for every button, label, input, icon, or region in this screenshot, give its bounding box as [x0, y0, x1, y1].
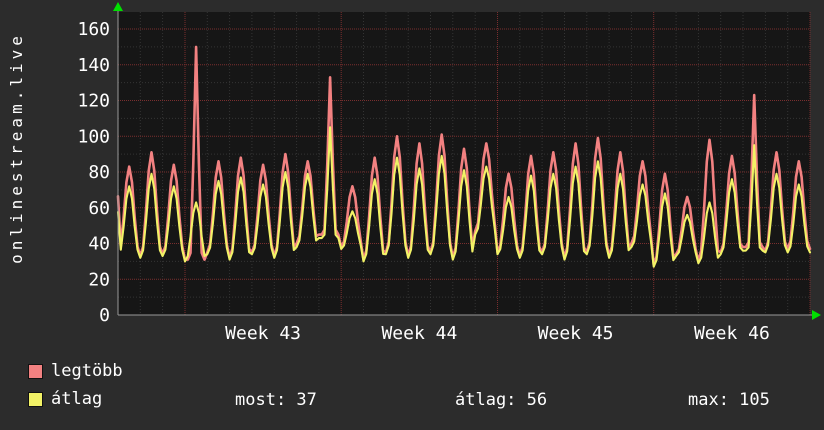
legend-swatch-max	[29, 364, 42, 378]
axis-arrow-right-icon	[812, 310, 821, 320]
stat-most: most: 37	[235, 390, 317, 410]
legend-item-avg: átlag	[29, 390, 102, 408]
y-axis-tick-label: 120	[77, 91, 110, 112]
stat-max: max: 105	[688, 390, 770, 410]
y-axis-tick-label: 160	[77, 19, 110, 40]
x-axis-week-label: Week 46	[694, 323, 770, 344]
legend-swatch-avg	[29, 392, 42, 406]
x-axis-week-label: Week 44	[381, 323, 457, 344]
y-axis-tick-label: 20	[88, 269, 110, 290]
legend-label-max: legtöbb	[51, 361, 123, 381]
x-axis-week-label: Week 43	[225, 323, 301, 344]
legend-item-max: legtöbb	[29, 362, 123, 380]
y-axis-tick-label: 140	[77, 55, 110, 76]
time-series-chart: 0 20 40 60 80 100 120 140 160 Week 43 Week 44 Week …	[77, 2, 821, 344]
stat-atlag: átlag: 56	[455, 390, 548, 410]
legend-label-avg: átlag	[51, 389, 103, 409]
plot-background	[118, 12, 810, 315]
y-axis-tick-label: 80	[88, 162, 110, 183]
y-axis-tick-label: 100	[77, 126, 110, 147]
y-axis-tick-label: 40	[88, 234, 110, 255]
x-axis-week-label: Week 45	[538, 323, 614, 344]
y-axis-tick-label: 60	[88, 198, 110, 219]
axis-arrow-up-icon	[113, 2, 123, 11]
y-axis-tick-label: 0	[99, 305, 110, 326]
series-line-avg	[116, 126, 812, 268]
